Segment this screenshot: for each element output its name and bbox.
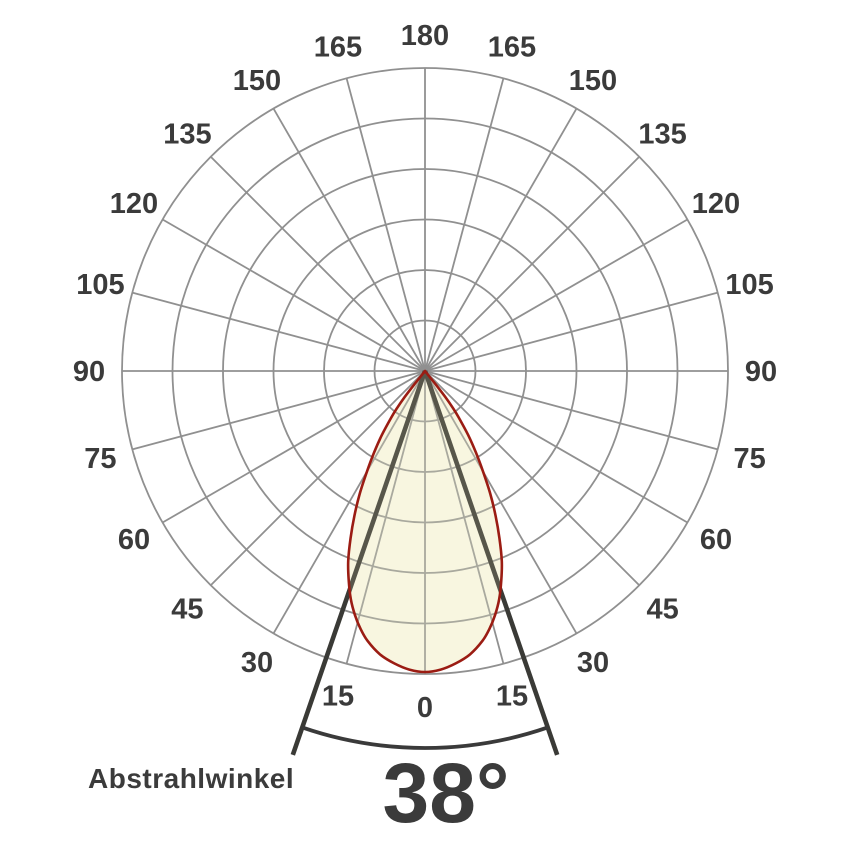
angle-label: 120 xyxy=(692,188,740,220)
beam-angle-value: 38° xyxy=(382,746,510,840)
angle-label: 75 xyxy=(84,443,116,475)
beam-angle-caption: Abstrahlwinkel xyxy=(88,763,295,794)
angle-label: 165 xyxy=(314,31,362,63)
angle-label: 150 xyxy=(569,65,617,97)
grid-radial-line xyxy=(424,371,502,664)
grid-radial-line xyxy=(162,370,426,524)
angle-label: 30 xyxy=(577,647,609,679)
angle-label: 30 xyxy=(241,647,273,679)
angle-label: 15 xyxy=(496,681,528,713)
grid-radial-line xyxy=(424,291,718,372)
grid-radial-line xyxy=(210,156,426,372)
angle-label: 165 xyxy=(488,31,536,63)
grid-radial-line xyxy=(424,156,640,372)
grid-radial-line xyxy=(424,370,640,586)
angle-label: 75 xyxy=(733,443,765,475)
grid-radial-line xyxy=(162,218,426,372)
grid-radial-line xyxy=(132,291,426,372)
grid-radial-line xyxy=(424,108,578,372)
beam-angle-lines xyxy=(348,371,502,672)
angle-label: 135 xyxy=(638,118,686,150)
angle-label: 135 xyxy=(163,118,211,150)
grid-radial-line xyxy=(348,371,426,664)
grid-radial-line xyxy=(424,370,718,451)
angle-label: 15 xyxy=(322,681,354,713)
angle-label: 90 xyxy=(745,356,777,388)
angle-labels: 0 15 15 30 30 45 45 60 60 75 75 90 90 105 105 120 120 135… xyxy=(73,20,777,724)
beam-angle-line xyxy=(422,371,502,672)
angle-label: 105 xyxy=(76,269,124,301)
angle-label: 150 xyxy=(233,65,281,97)
angle-label: 60 xyxy=(118,524,150,556)
grid-radial-line xyxy=(272,108,426,372)
grid-radial-line xyxy=(210,370,426,586)
grid-radial-line xyxy=(132,370,426,451)
angle-label: 0 xyxy=(417,692,433,724)
grid-radial-line xyxy=(424,78,505,372)
angle-label: 45 xyxy=(171,594,203,626)
grid-radial-line xyxy=(345,78,426,372)
grid-radial-line xyxy=(424,370,688,524)
beam-lobe-outline xyxy=(346,369,504,674)
beam-angle-line xyxy=(348,371,428,672)
angle-label: 180 xyxy=(401,20,449,52)
angle-label: 120 xyxy=(110,188,158,220)
beam-angle-arc xyxy=(301,725,549,750)
angle-label: 60 xyxy=(700,524,732,556)
angle-label: 90 xyxy=(73,356,105,388)
angle-label: 105 xyxy=(725,269,773,301)
grid-radial-line xyxy=(424,218,688,372)
angle-label: 45 xyxy=(646,594,678,626)
